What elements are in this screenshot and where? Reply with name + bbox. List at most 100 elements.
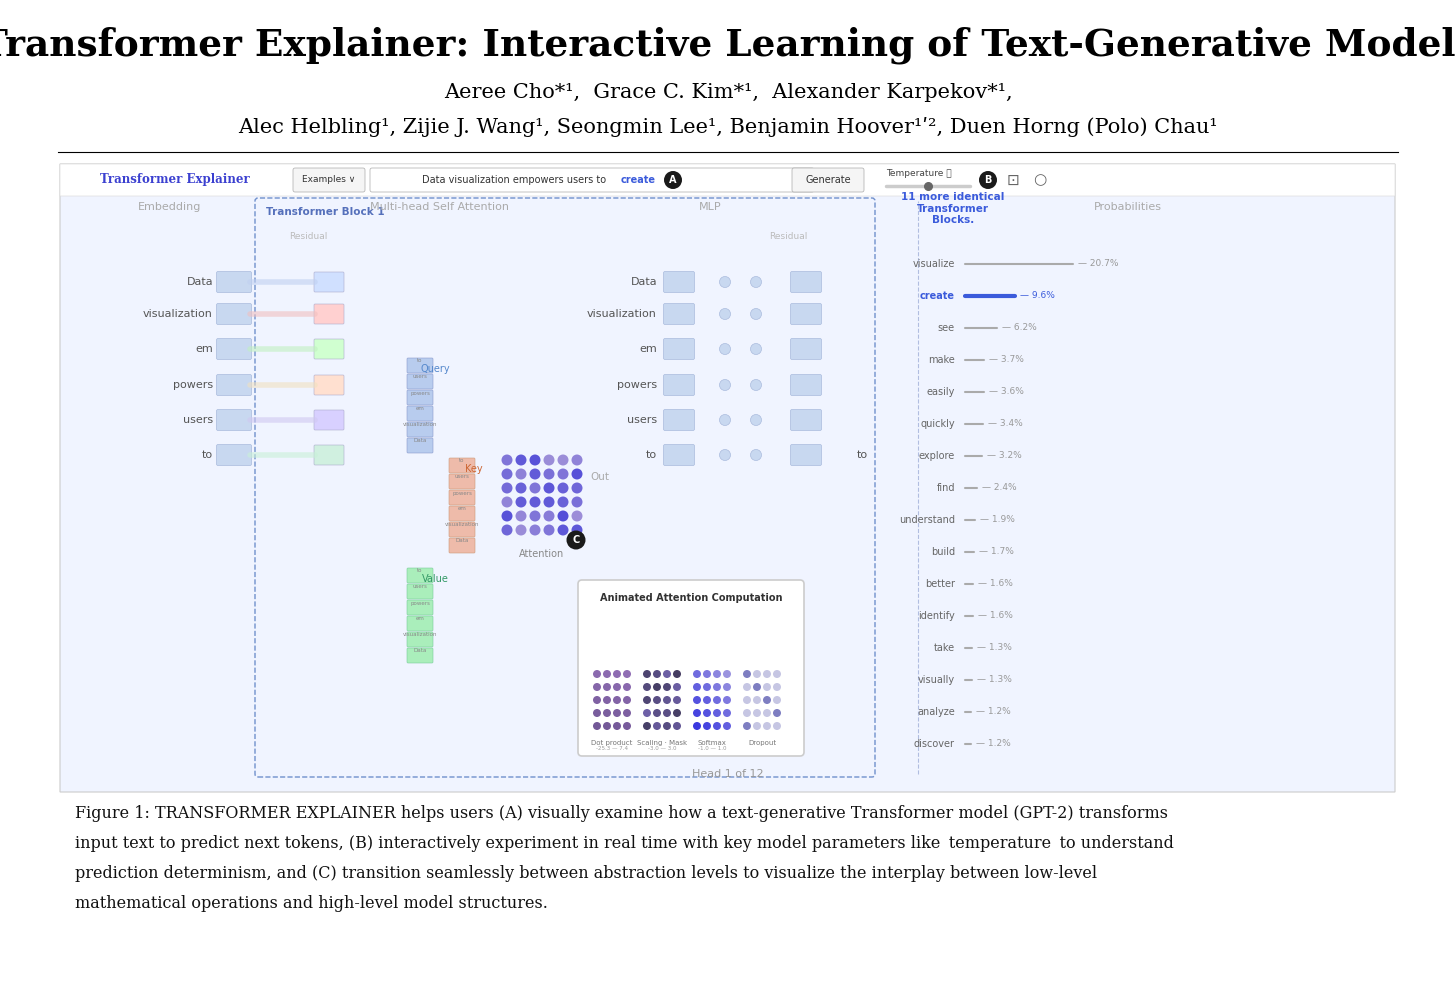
Circle shape <box>703 696 711 704</box>
Circle shape <box>719 344 731 354</box>
Circle shape <box>623 696 630 704</box>
FancyBboxPatch shape <box>314 410 344 430</box>
Circle shape <box>662 670 671 678</box>
Circle shape <box>713 670 721 678</box>
Text: em: em <box>457 507 466 512</box>
Circle shape <box>501 468 513 479</box>
FancyBboxPatch shape <box>217 304 252 325</box>
FancyBboxPatch shape <box>448 522 475 537</box>
Circle shape <box>613 670 622 678</box>
Text: users: users <box>628 415 657 425</box>
Circle shape <box>515 511 527 522</box>
Text: — 3.2%: — 3.2% <box>987 451 1022 460</box>
Circle shape <box>644 696 651 704</box>
FancyBboxPatch shape <box>664 271 695 292</box>
Text: Transformer Block 1: Transformer Block 1 <box>266 207 384 217</box>
FancyBboxPatch shape <box>408 648 432 663</box>
Text: -1.0 — 1.0: -1.0 — 1.0 <box>697 746 727 751</box>
Text: create: create <box>920 291 955 301</box>
FancyBboxPatch shape <box>791 445 821 465</box>
Circle shape <box>773 709 780 717</box>
Circle shape <box>703 722 711 730</box>
Text: visually: visually <box>917 675 955 685</box>
Text: Data: Data <box>414 439 427 444</box>
Text: MLP: MLP <box>699 202 721 212</box>
Circle shape <box>501 511 513 522</box>
Circle shape <box>593 709 601 717</box>
FancyBboxPatch shape <box>60 164 1395 792</box>
Text: Temperature ⓘ: Temperature ⓘ <box>887 169 952 178</box>
Text: identify: identify <box>919 611 955 621</box>
Circle shape <box>613 709 622 717</box>
FancyBboxPatch shape <box>791 374 821 395</box>
Circle shape <box>572 482 582 493</box>
Circle shape <box>713 696 721 704</box>
Circle shape <box>530 497 540 508</box>
Circle shape <box>763 696 772 704</box>
Circle shape <box>652 696 661 704</box>
Circle shape <box>623 670 630 678</box>
Text: users: users <box>454 474 469 479</box>
Text: to: to <box>459 458 464 463</box>
Circle shape <box>673 683 681 691</box>
FancyBboxPatch shape <box>791 271 821 292</box>
Text: -25.3 — 7.4: -25.3 — 7.4 <box>596 746 628 751</box>
Text: — 1.2%: — 1.2% <box>976 740 1010 748</box>
Text: explore: explore <box>919 451 955 461</box>
Circle shape <box>515 497 527 508</box>
FancyBboxPatch shape <box>448 474 475 489</box>
Circle shape <box>501 497 513 508</box>
Circle shape <box>515 482 527 493</box>
FancyBboxPatch shape <box>448 458 475 473</box>
Circle shape <box>719 379 731 390</box>
FancyBboxPatch shape <box>314 375 344 395</box>
Text: users: users <box>412 584 428 589</box>
Circle shape <box>652 722 661 730</box>
Circle shape <box>713 709 721 717</box>
FancyBboxPatch shape <box>792 168 863 192</box>
Circle shape <box>543 468 555 479</box>
FancyBboxPatch shape <box>664 445 695 465</box>
Text: Data visualization empowers users to: Data visualization empowers users to <box>422 175 609 185</box>
Circle shape <box>644 709 651 717</box>
Circle shape <box>753 670 761 678</box>
Circle shape <box>753 696 761 704</box>
FancyBboxPatch shape <box>60 164 1395 196</box>
Circle shape <box>530 511 540 522</box>
Text: visualization: visualization <box>587 309 657 319</box>
Circle shape <box>673 696 681 704</box>
Circle shape <box>719 415 731 426</box>
Circle shape <box>558 468 568 479</box>
Circle shape <box>623 683 630 691</box>
Text: Softmax: Softmax <box>697 740 727 746</box>
Text: Residual: Residual <box>769 232 807 241</box>
FancyBboxPatch shape <box>791 339 821 359</box>
Text: — 2.4%: — 2.4% <box>983 483 1018 492</box>
FancyBboxPatch shape <box>314 445 344 465</box>
FancyBboxPatch shape <box>217 445 252 465</box>
Text: Out: Out <box>591 472 610 482</box>
FancyBboxPatch shape <box>314 272 344 292</box>
FancyBboxPatch shape <box>408 374 432 389</box>
Text: to: to <box>202 450 213 460</box>
Circle shape <box>673 722 681 730</box>
Text: users: users <box>183 415 213 425</box>
Circle shape <box>743 670 751 678</box>
Circle shape <box>978 171 997 189</box>
Text: — 1.7%: — 1.7% <box>978 547 1013 556</box>
Text: Data: Data <box>630 277 657 287</box>
Text: Value: Value <box>422 574 448 584</box>
Circle shape <box>543 525 555 536</box>
Text: Transformer Explainer: Interactive Learning of Text-Generative Models: Transformer Explainer: Interactive Learn… <box>0 27 1456 63</box>
Circle shape <box>724 670 731 678</box>
Circle shape <box>593 670 601 678</box>
Text: em: em <box>195 344 213 354</box>
Text: powers: powers <box>411 390 430 395</box>
Circle shape <box>773 722 780 730</box>
Circle shape <box>673 709 681 717</box>
FancyBboxPatch shape <box>217 374 252 395</box>
Circle shape <box>558 497 568 508</box>
Circle shape <box>703 670 711 678</box>
Circle shape <box>623 709 630 717</box>
Text: Scaling · Mask: Scaling · Mask <box>636 740 687 746</box>
